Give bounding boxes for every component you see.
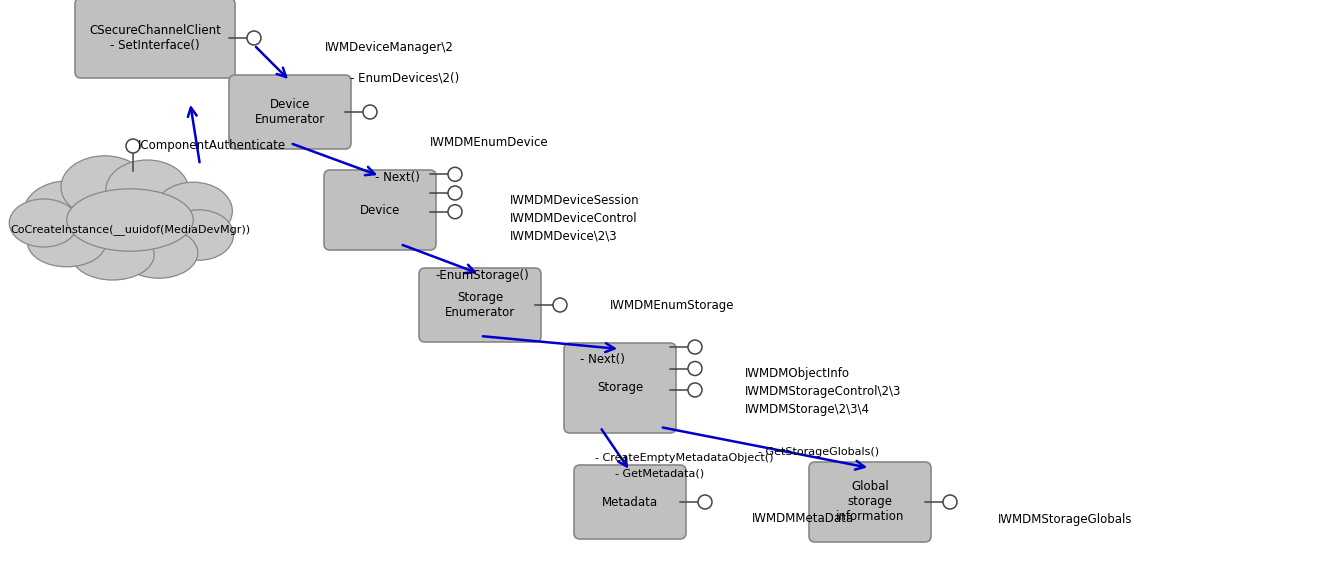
Ellipse shape <box>23 181 110 247</box>
Text: IWMDMDevice\2\3: IWMDMDevice\2\3 <box>510 230 617 242</box>
Ellipse shape <box>61 156 148 218</box>
Ellipse shape <box>106 160 188 220</box>
Text: IWMDMEnumDevice: IWMDMEnumDevice <box>430 137 548 150</box>
Text: IWMDMEnumStorage: IWMDMEnumStorage <box>610 299 735 312</box>
Text: IWMDMStorageControl\2\3: IWMDMStorageControl\2\3 <box>745 386 902 399</box>
Ellipse shape <box>119 228 197 278</box>
Text: - GetMetadata(): - GetMetadata() <box>616 469 704 479</box>
Text: Device: Device <box>360 204 400 217</box>
Ellipse shape <box>66 189 193 251</box>
Circle shape <box>126 139 140 153</box>
Text: -EnumStorage(): -EnumStorage() <box>436 268 528 282</box>
Text: IWMDMDeviceSession: IWMDMDeviceSession <box>510 194 639 207</box>
Text: - Next(): - Next() <box>375 171 420 184</box>
Circle shape <box>688 362 702 376</box>
Text: - EnumDevices\2(): - EnumDevices\2() <box>350 72 459 85</box>
Circle shape <box>448 186 462 200</box>
Text: Metadata: Metadata <box>602 495 658 508</box>
FancyBboxPatch shape <box>564 343 677 433</box>
FancyBboxPatch shape <box>324 170 436 250</box>
Circle shape <box>448 167 462 181</box>
Text: IWMDMObjectInfo: IWMDMObjectInfo <box>745 367 850 380</box>
Ellipse shape <box>71 230 154 280</box>
Ellipse shape <box>164 210 233 260</box>
Text: Global
storage
information: Global storage information <box>835 481 904 524</box>
Circle shape <box>248 31 261 45</box>
FancyBboxPatch shape <box>809 462 931 542</box>
Text: Device
Enumerator: Device Enumerator <box>256 98 326 126</box>
Text: - CreateEmptyMetadataObject(): - CreateEmptyMetadataObject() <box>594 453 773 463</box>
Text: IComponentAuthenticate: IComponentAuthenticate <box>138 140 286 153</box>
Circle shape <box>943 495 957 509</box>
Circle shape <box>688 383 702 397</box>
FancyBboxPatch shape <box>75 0 234 78</box>
Text: IWMDeviceManager\2: IWMDeviceManager\2 <box>324 41 454 53</box>
Text: Storage: Storage <box>597 382 643 394</box>
Ellipse shape <box>9 199 78 247</box>
Text: IWMDMStorage\2\3\4: IWMDMStorage\2\3\4 <box>745 403 870 417</box>
Circle shape <box>698 495 712 509</box>
Circle shape <box>448 205 462 219</box>
Text: Storage
Enumerator: Storage Enumerator <box>445 291 515 319</box>
Circle shape <box>688 340 702 354</box>
FancyBboxPatch shape <box>575 465 686 539</box>
Text: CSecureChannelClient
- SetInterface(): CSecureChannelClient - SetInterface() <box>89 24 221 52</box>
Ellipse shape <box>154 182 232 240</box>
FancyBboxPatch shape <box>418 268 542 342</box>
Text: IWMDMStorageGlobals: IWMDMStorageGlobals <box>998 512 1132 525</box>
Text: - Next(): - Next() <box>580 353 625 366</box>
Text: IWMDMDeviceControl: IWMDMDeviceControl <box>510 211 638 224</box>
Ellipse shape <box>28 219 106 267</box>
Circle shape <box>553 298 567 312</box>
Text: CoCreateInstance(__uuidof(MediaDevMgr)): CoCreateInstance(__uuidof(MediaDevMgr)) <box>11 225 250 235</box>
FancyBboxPatch shape <box>229 75 351 149</box>
Text: IWMDMMetaData: IWMDMMetaData <box>752 512 854 525</box>
Text: - GetStorageGlobals(): - GetStorageGlobals() <box>759 447 879 457</box>
Circle shape <box>363 105 377 119</box>
